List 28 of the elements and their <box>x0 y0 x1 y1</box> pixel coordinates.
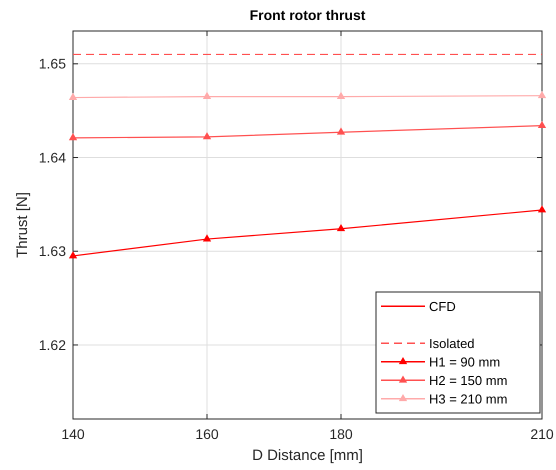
legend-label: H1 = 90 mm <box>429 354 500 370</box>
chart-title: Front rotor thrust <box>250 7 366 23</box>
point <box>202 92 212 100</box>
point <box>68 92 78 100</box>
y-tick-label: 1.64 <box>38 149 66 166</box>
point <box>538 205 546 212</box>
point <box>538 120 546 128</box>
point <box>538 90 546 98</box>
legend-label: H3 = 210 mm <box>429 391 508 406</box>
x-tick-label: 210 <box>530 426 554 442</box>
legend-label: Isolated <box>429 336 475 351</box>
x-tick-label: 180 <box>329 426 353 442</box>
point <box>336 92 346 100</box>
y-axis-title: Thrust [N] <box>14 192 31 258</box>
y-tick-label: 1.63 <box>38 243 66 260</box>
point <box>68 133 78 140</box>
point <box>68 251 78 258</box>
point <box>202 234 212 242</box>
y-tick-label: 1.62 <box>38 336 66 353</box>
x-axis-title: D Distance [mm] <box>252 447 363 464</box>
legend-label: H2 = 150 mm <box>429 372 508 388</box>
legend-title: CFD <box>429 298 456 314</box>
y-tick-label: 1.65 <box>38 56 66 72</box>
point <box>336 127 346 135</box>
x-tick-label: 140 <box>61 426 85 442</box>
point <box>202 132 212 140</box>
x-tick-label: 160 <box>195 426 219 442</box>
point <box>336 224 346 232</box>
